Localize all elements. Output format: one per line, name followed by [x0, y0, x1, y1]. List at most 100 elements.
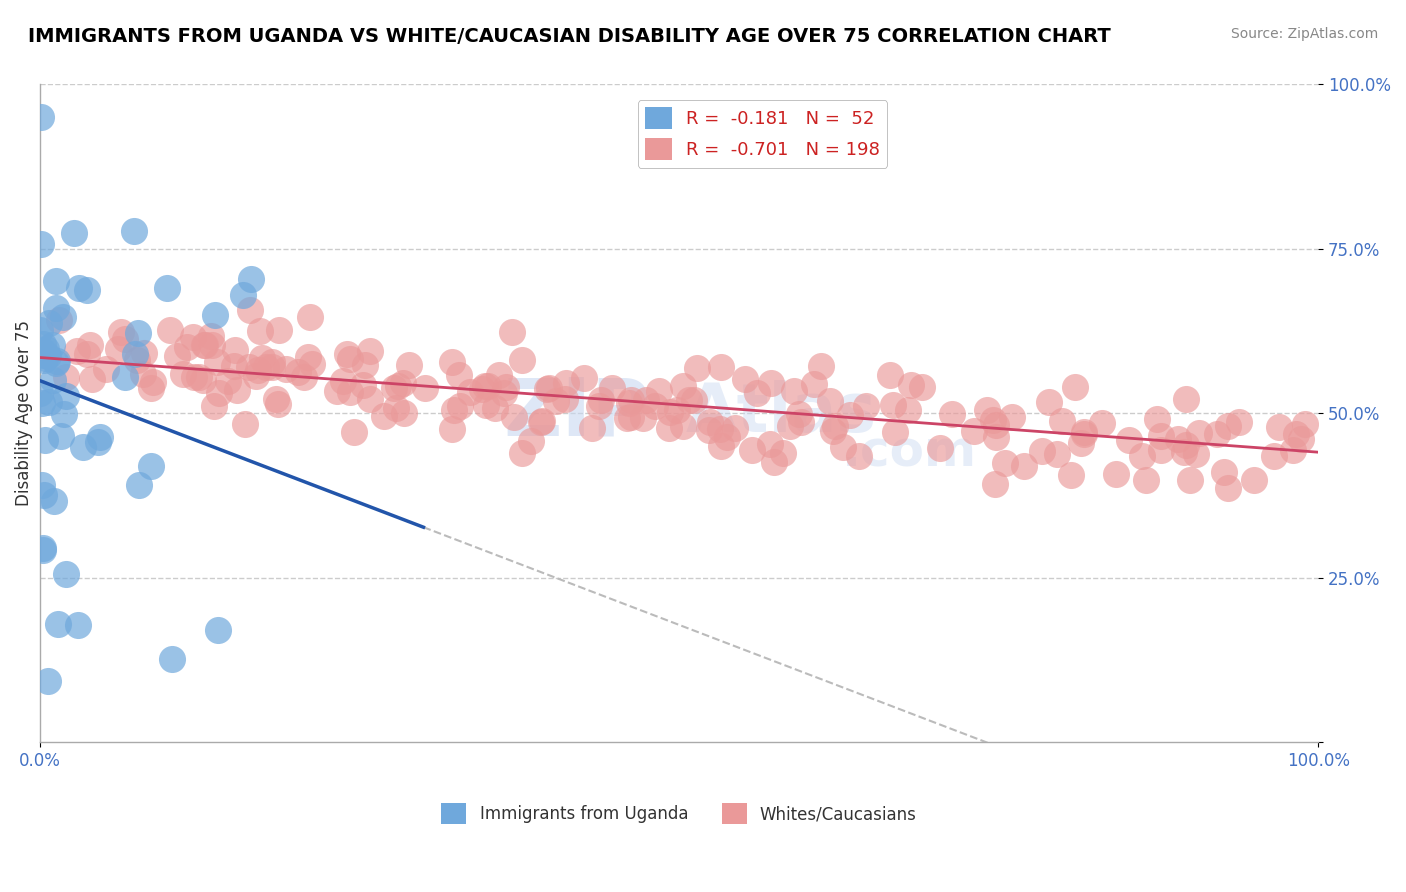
Point — [1118, 433, 1140, 447]
Point — [699, 415, 721, 429]
Point — [30, 237, 52, 252]
Point — [245, 369, 267, 384]
Point — [1263, 449, 1285, 463]
Point — [1064, 380, 1087, 394]
Point — [52, 310, 75, 325]
Point — [617, 395, 640, 409]
Point — [666, 402, 689, 417]
Point — [292, 370, 315, 384]
Point — [879, 368, 901, 382]
Point — [373, 409, 395, 423]
Point — [821, 424, 844, 438]
Point — [217, 374, 239, 388]
Point — [803, 376, 825, 391]
Point — [474, 378, 496, 392]
Point — [530, 414, 553, 428]
Point — [440, 355, 463, 369]
Point — [239, 303, 262, 318]
Point — [160, 652, 183, 666]
Point — [30, 323, 52, 337]
Point — [45, 353, 67, 368]
Legend: Immigrants from Uganda, Whites/Caucasians: Immigrants from Uganda, Whites/Caucasian… — [434, 797, 924, 830]
Point — [1178, 473, 1201, 487]
Point — [697, 423, 720, 437]
Point — [202, 399, 225, 413]
Point — [536, 383, 558, 397]
Point — [34, 433, 56, 447]
Point — [683, 392, 706, 407]
Point — [34, 351, 56, 365]
Point — [194, 338, 217, 352]
Point — [260, 355, 283, 369]
Point — [984, 476, 1007, 491]
Point — [678, 392, 700, 407]
Y-axis label: Disability Age Over 75: Disability Age Over 75 — [15, 320, 32, 507]
Point — [48, 313, 70, 327]
Point — [1146, 412, 1168, 426]
Point — [519, 434, 541, 448]
Point — [1050, 414, 1073, 428]
Point — [297, 351, 319, 365]
Point — [620, 392, 643, 407]
Point — [339, 352, 361, 367]
Point — [31, 477, 53, 491]
Point — [42, 374, 65, 388]
Point — [1206, 427, 1229, 442]
Point — [41, 338, 63, 352]
Point — [554, 392, 576, 406]
Point — [224, 359, 246, 373]
Point — [855, 399, 877, 413]
Point — [166, 349, 188, 363]
Point — [929, 441, 952, 455]
Point — [55, 389, 77, 403]
Point — [1149, 443, 1171, 458]
Point — [634, 392, 657, 407]
Point — [616, 411, 638, 425]
Point — [394, 406, 416, 420]
Point — [1188, 426, 1211, 441]
Point — [139, 381, 162, 395]
Point — [124, 347, 146, 361]
Point — [31, 396, 53, 410]
Text: IMMIGRANTS FROM UGANDA VS WHITE/CAUCASIAN DISABILITY AGE OVER 75 CORRELATION CHA: IMMIGRANTS FROM UGANDA VS WHITE/CAUCASIA… — [28, 27, 1111, 45]
Point — [537, 380, 560, 394]
Point — [671, 379, 693, 393]
Point — [1073, 425, 1095, 439]
Point — [254, 360, 277, 375]
Point — [352, 378, 374, 392]
Point — [156, 280, 179, 294]
Point — [76, 283, 98, 297]
Point — [449, 399, 471, 413]
Text: .com: .com — [842, 429, 977, 477]
Point — [900, 378, 922, 392]
Point — [984, 430, 1007, 444]
Point — [484, 401, 506, 415]
Point — [1173, 444, 1195, 458]
Point — [79, 338, 101, 352]
Point — [741, 443, 763, 458]
Point — [1105, 467, 1128, 481]
Point — [716, 430, 738, 444]
Point — [772, 446, 794, 460]
Point — [572, 370, 595, 384]
Point — [176, 340, 198, 354]
Point — [264, 392, 287, 406]
Point — [1268, 419, 1291, 434]
Point — [986, 417, 1008, 432]
Point — [443, 403, 465, 417]
Point — [204, 308, 226, 322]
Point — [588, 400, 610, 414]
Point — [1175, 392, 1198, 406]
Point — [141, 458, 163, 473]
Point — [1285, 426, 1308, 441]
Point — [1213, 465, 1236, 479]
Point — [301, 357, 323, 371]
Point — [267, 397, 290, 411]
Point — [581, 421, 603, 435]
Point — [87, 434, 110, 449]
Point — [45, 274, 67, 288]
Point — [343, 425, 366, 440]
Point — [1038, 395, 1060, 409]
Point — [530, 415, 553, 429]
Point — [250, 351, 273, 366]
